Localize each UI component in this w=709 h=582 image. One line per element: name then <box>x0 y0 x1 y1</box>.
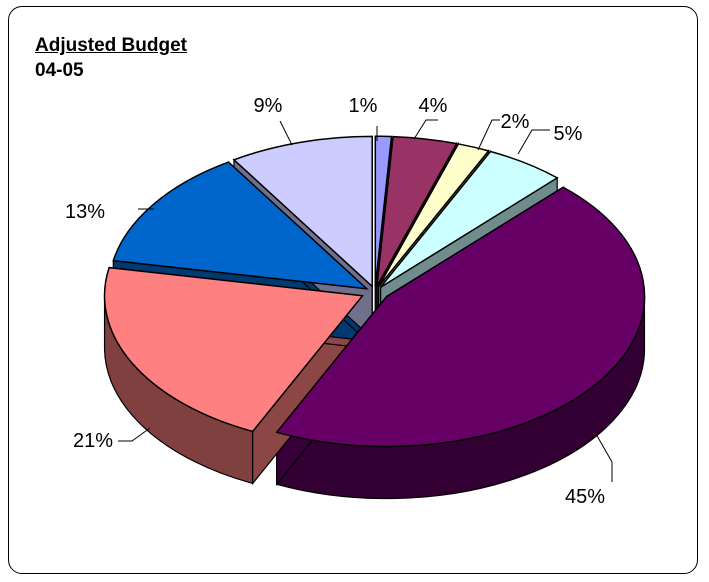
pie-slice-5pct <box>380 150 559 288</box>
leader-line-9pct <box>279 120 293 146</box>
data-label-45pct: 45% <box>565 486 605 508</box>
data-label-2pct: 2% <box>501 111 530 133</box>
data-label-9pct: 9% <box>254 95 283 117</box>
data-label-21pct: 21% <box>73 430 113 452</box>
pie-slice-13pct <box>112 161 369 290</box>
data-label-13pct: 13% <box>65 201 105 223</box>
pie-labels: 1% 4% 2% 5% 45% 21% 13% 9% <box>65 95 613 508</box>
pie-slice-2pct <box>378 143 490 288</box>
data-label-4pct: 4% <box>419 95 448 117</box>
pie-slice-4pct <box>376 135 458 287</box>
chart-title-block: Adjusted Budget 04-05 <box>35 33 187 83</box>
leader-line-45pct <box>595 433 613 482</box>
leader-line-5pct <box>517 129 550 155</box>
leader-line-21pct <box>118 427 151 442</box>
pie-slice-45pct <box>275 186 646 448</box>
pie-slice-9pct <box>232 135 373 289</box>
pie-slice-21pct <box>103 266 364 433</box>
leader-line-4pct <box>413 119 438 140</box>
chart-title: Adjusted Budget <box>35 35 187 56</box>
chart-subtitle: 04-05 <box>35 60 84 81</box>
pie-slice-1pct <box>374 135 393 287</box>
leader-line-2pct <box>477 119 500 151</box>
data-label-1pct: 1% <box>349 95 378 117</box>
pie-tops <box>103 135 646 448</box>
data-label-5pct: 5% <box>554 123 583 145</box>
